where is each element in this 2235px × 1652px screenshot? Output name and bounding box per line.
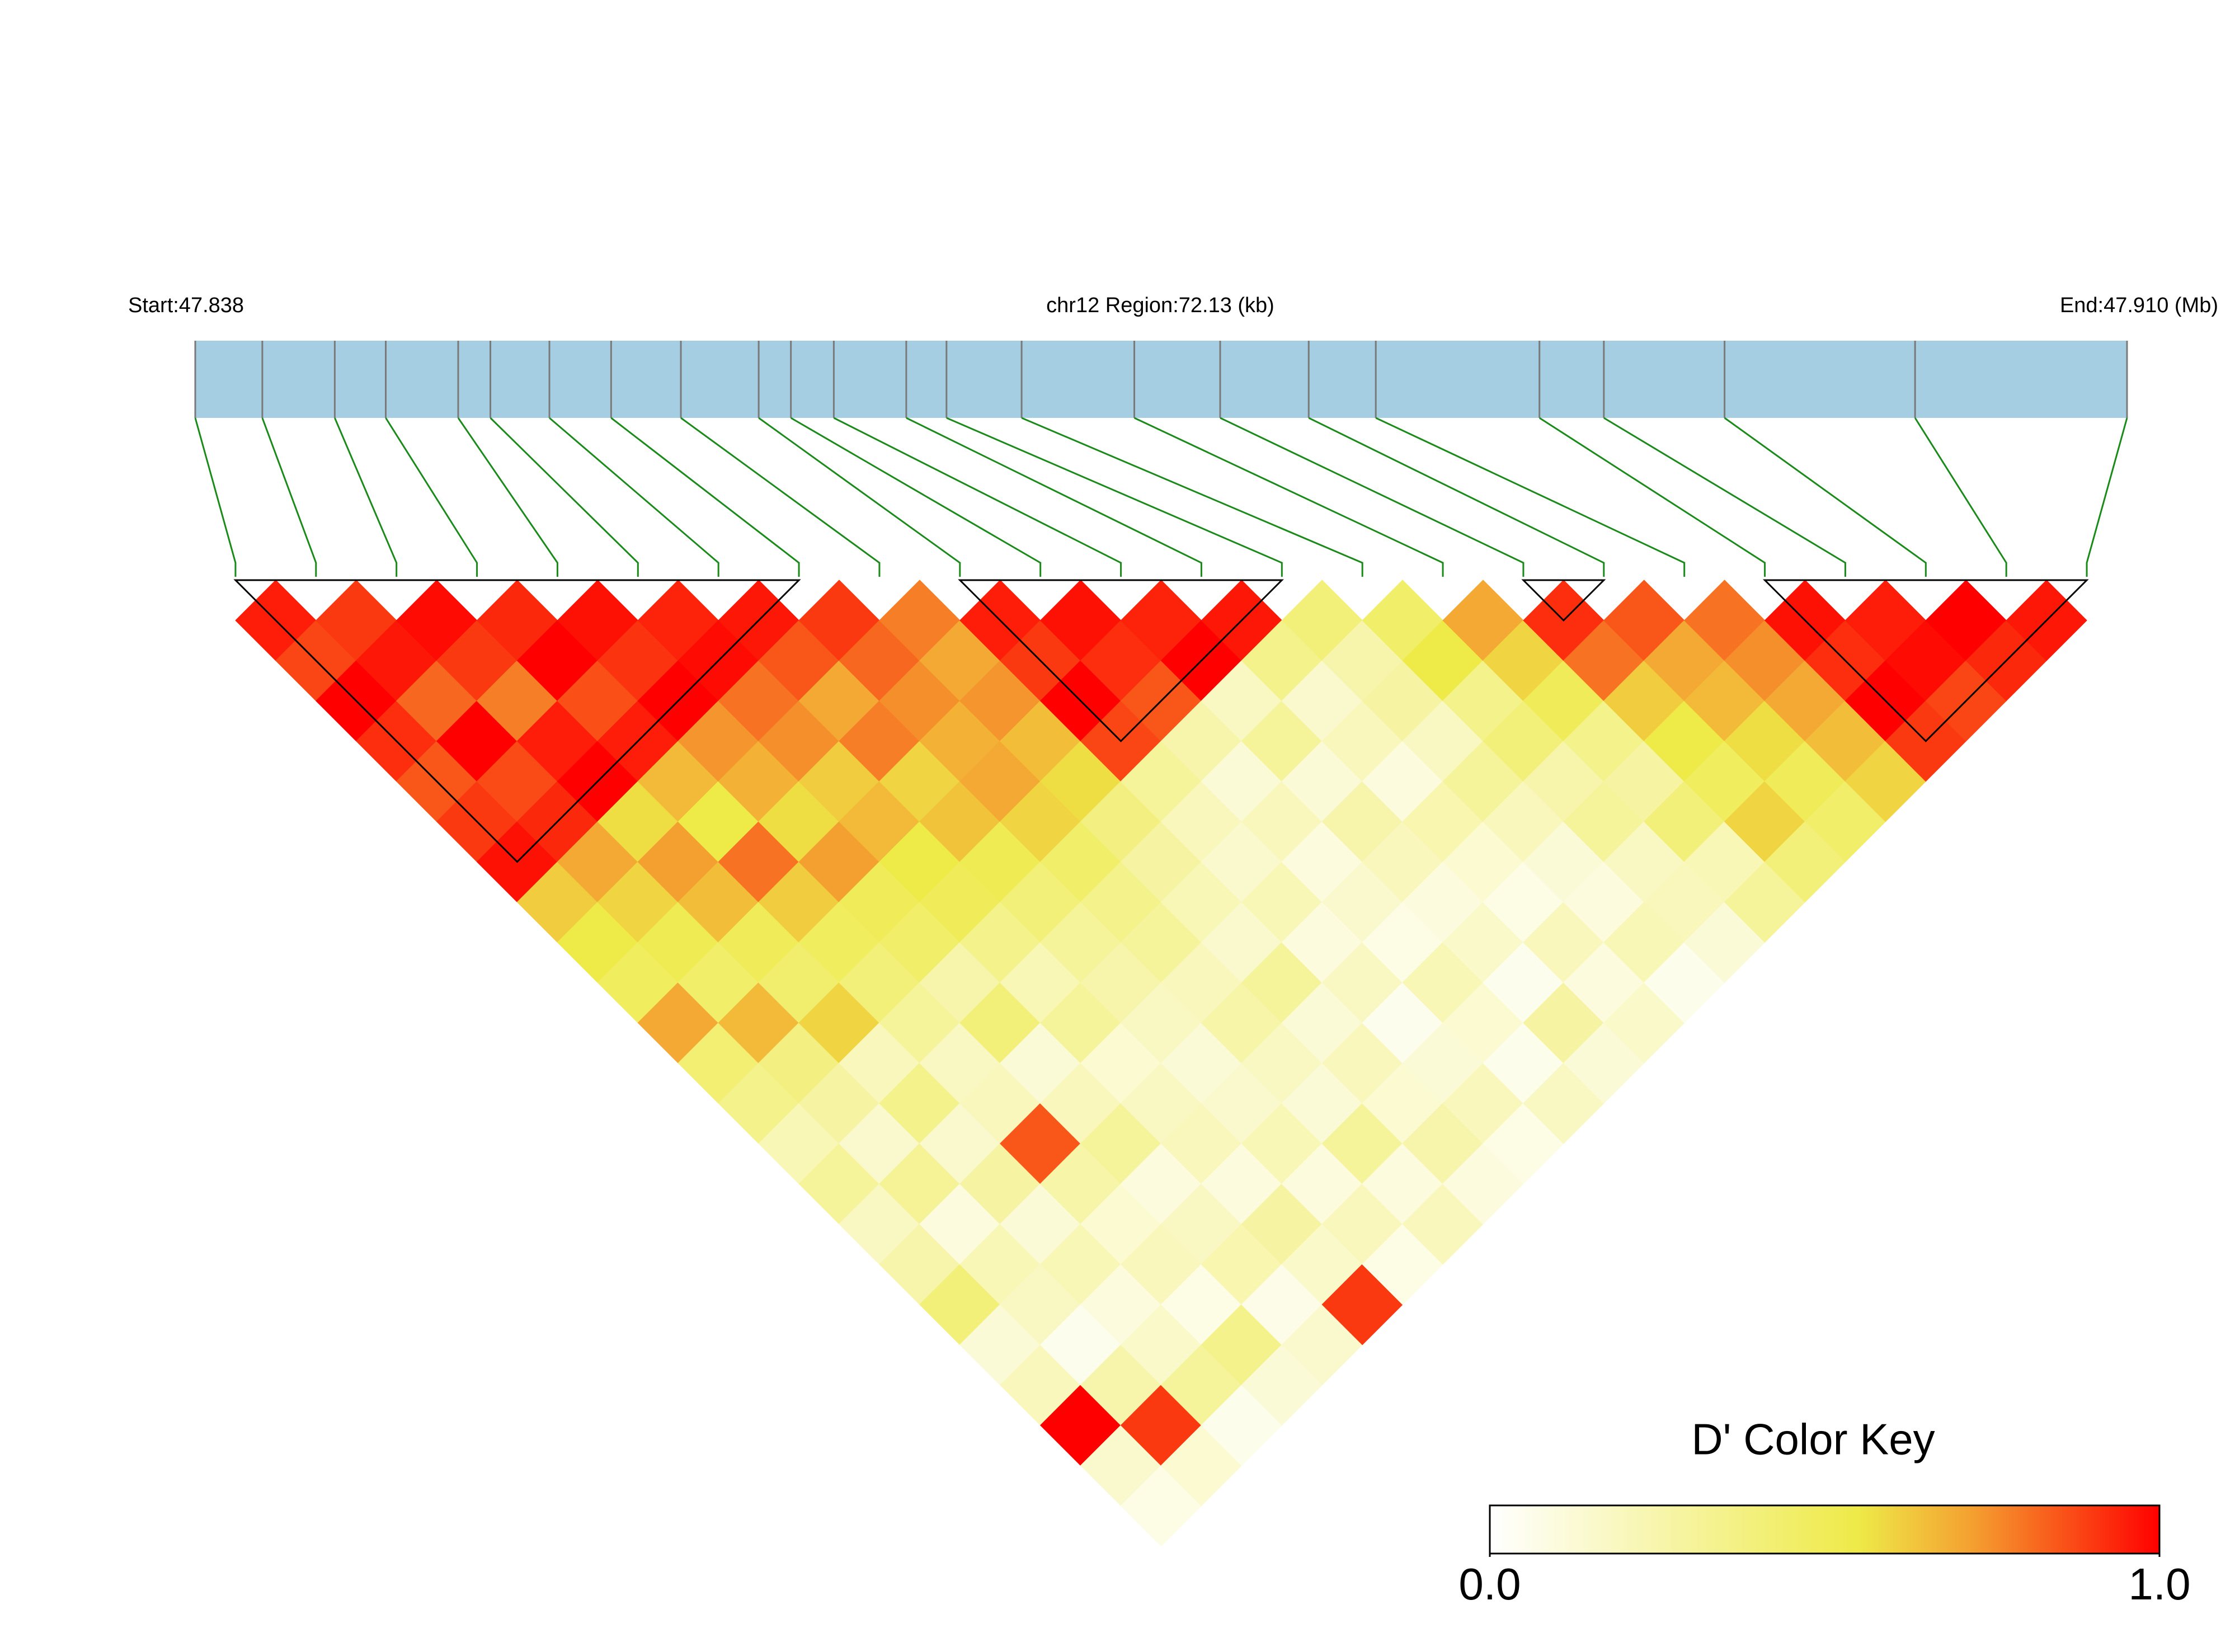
- key-tick-label: 0.0: [1458, 1559, 1521, 1609]
- snp-connector: [549, 417, 719, 577]
- snp-connector: [1603, 417, 1846, 577]
- snp-connector: [1375, 417, 1686, 577]
- snp-connector: [946, 417, 1283, 577]
- ld-block: [1762, 579, 2089, 742]
- ld-block: [233, 579, 801, 863]
- snp-connector: [1220, 417, 1524, 577]
- snp-connector: [2086, 417, 2128, 577]
- ld-block: [1521, 579, 1606, 622]
- start-label: Start:47.838: [128, 294, 244, 317]
- snp-connector: [334, 417, 398, 577]
- snp-connector: [1021, 417, 1363, 577]
- end-label: End:47.910 (Mb): [2060, 294, 2218, 317]
- color-key: [1489, 1504, 2161, 1555]
- snp-connector: [906, 417, 1202, 577]
- snp-connector: [1724, 417, 1927, 577]
- position-bar: [195, 341, 2127, 418]
- snp-connector: [1538, 417, 1766, 577]
- ld-block: [958, 579, 1284, 742]
- key-tick-label: 1.0: [2128, 1559, 2190, 1609]
- snp-connector: [833, 417, 1122, 577]
- snp-connector: [610, 417, 800, 577]
- chart-title: chr12 Region:72.13 (kb): [1046, 294, 1274, 317]
- snp-connector: [1133, 417, 1444, 577]
- snp-connector: [1914, 417, 2007, 577]
- snp-connector: [261, 417, 317, 577]
- snp-connector: [680, 417, 881, 577]
- snp-connector: [1308, 417, 1605, 577]
- snp-connector: [194, 417, 237, 577]
- key-title: D' Color Key: [1691, 1415, 1935, 1464]
- snp-connector: [790, 417, 1042, 577]
- snp-connector: [385, 417, 478, 577]
- snp-connector: [758, 417, 961, 577]
- snp-connector: [457, 417, 558, 577]
- snp-connector: [490, 417, 639, 577]
